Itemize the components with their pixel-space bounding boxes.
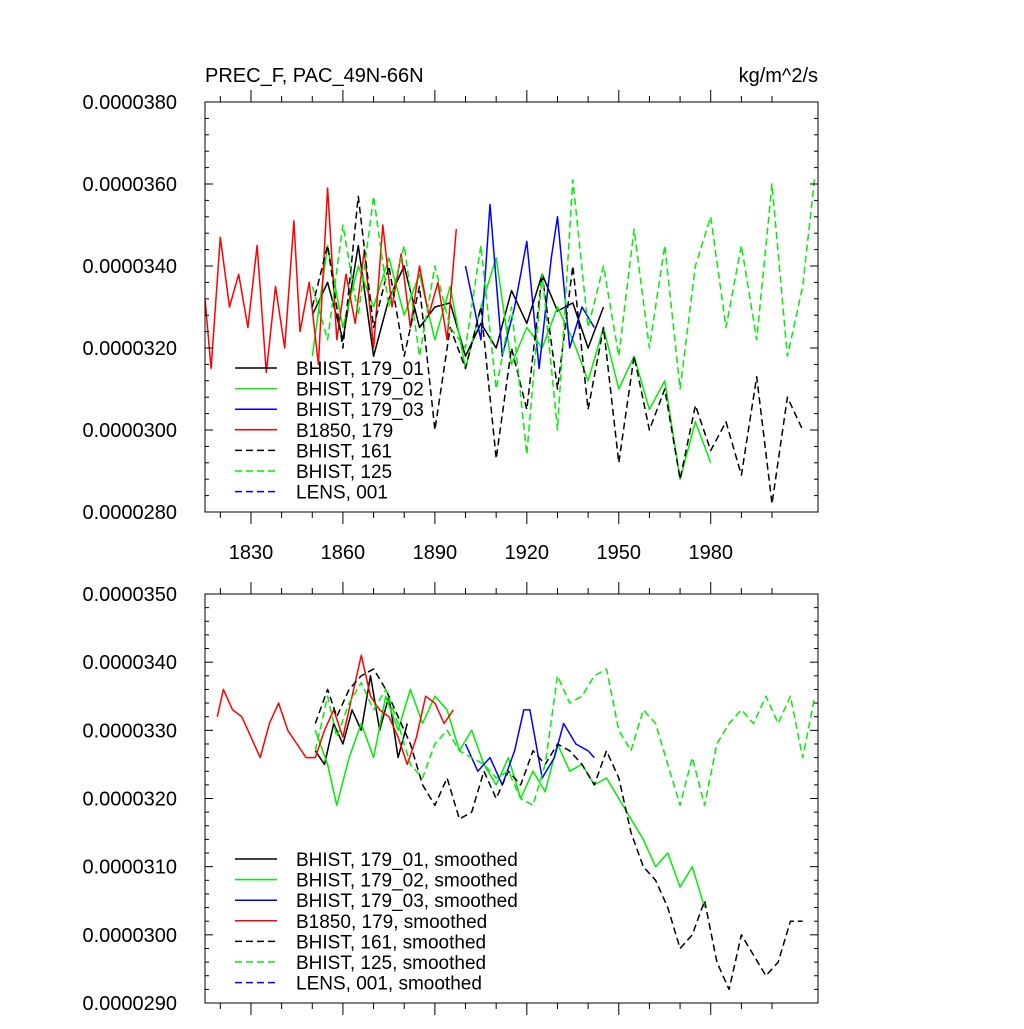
y-tick-label: 0.0000340 xyxy=(82,652,177,674)
series-line xyxy=(314,668,803,991)
legend-label: LENS, 001, smoothed xyxy=(296,974,482,995)
chart-title: PREC_F, PAC_49N-66N xyxy=(205,65,424,87)
y-tick-label: 0.0000360 xyxy=(82,174,177,196)
series-line xyxy=(311,244,712,480)
y-tick-label: 0.0000300 xyxy=(82,420,177,442)
chart-units: kg/m^2/s xyxy=(739,65,818,87)
y-tick-label: 0.0000280 xyxy=(82,502,177,524)
plot-frame xyxy=(204,101,819,513)
series-line xyxy=(311,195,804,505)
legend-label: BHIST, 179_02, smoothed xyxy=(296,871,518,892)
x-tick-label: 1830 xyxy=(229,542,274,564)
y-tick-label: 0.0000320 xyxy=(82,338,177,360)
y-tick-label: 0.0000350 xyxy=(82,584,177,606)
legend-label: BHIST, 161 xyxy=(296,441,392,462)
series-line xyxy=(314,668,816,807)
y-tick-label: 0.0000320 xyxy=(82,789,177,811)
legend-label: B1850, 179 xyxy=(296,421,393,442)
series-line xyxy=(464,709,595,786)
y-tick-label: 0.0000380 xyxy=(82,92,177,114)
series-group xyxy=(216,654,816,991)
x-tick-label: 1860 xyxy=(321,542,366,564)
series-line xyxy=(314,688,706,908)
legend-label: BHIST, 125, smoothed xyxy=(296,953,486,974)
x-tick-label: 1980 xyxy=(688,542,733,564)
bottom-panel: 0.0000290 0.0000300 0.0000310 0.0000320 0.00… xyxy=(82,582,819,1015)
legend-label: BHIST, 179_01 xyxy=(296,359,424,380)
y-tick-label: 0.0000300 xyxy=(82,925,177,947)
y-tick-label: 0.0000310 xyxy=(82,857,177,879)
y-tick-label: 0.0000330 xyxy=(82,720,177,742)
legend-label: BHIST, 161, smoothed xyxy=(296,932,486,953)
y-tick-label: 0.0000340 xyxy=(82,256,177,278)
x-tick-label: 1920 xyxy=(505,542,550,564)
y-tick-label: 0.0000290 xyxy=(82,993,177,1015)
series-line xyxy=(216,654,454,766)
series-group xyxy=(205,175,816,505)
top-panel: 0.0000280 0.0000300 0.0000320 0.0000340 0.00… xyxy=(82,65,819,564)
legend-label: LENS, 001 xyxy=(296,483,388,504)
series-line xyxy=(314,675,409,766)
legend-label: BHIST, 125 xyxy=(296,462,392,483)
legend-label: B1850, 179, smoothed xyxy=(296,912,487,933)
legend-label: BHIST, 179_02 xyxy=(296,380,424,401)
x-tick-label: 1950 xyxy=(597,542,642,564)
series-line xyxy=(464,203,595,370)
legend-label: BHIST, 179_03 xyxy=(296,400,424,421)
x-tick-label: 1890 xyxy=(413,542,458,564)
legend-label: BHIST, 179_03, smoothed xyxy=(296,891,518,912)
legend-label: BHIST, 179_01, smoothed xyxy=(296,850,518,871)
